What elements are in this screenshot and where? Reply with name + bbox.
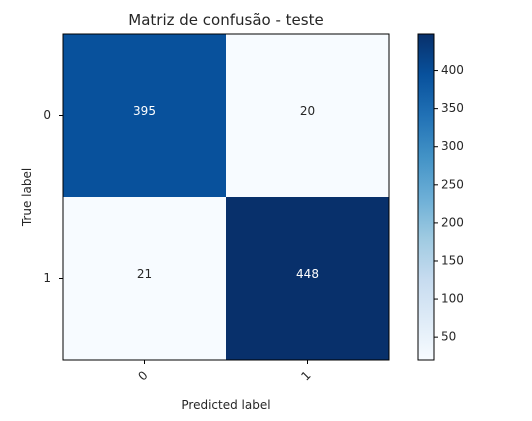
y-tick-label: 1 <box>43 271 51 285</box>
colorbar-tick-label: 300 <box>441 139 464 153</box>
colorbar-tick-label: 100 <box>441 292 464 306</box>
chart-title: Matriz de confusão - teste <box>128 11 323 29</box>
colorbar: 50 100 150 200 250 300 350 400 <box>417 33 464 361</box>
y-axis-ticks: 01 <box>43 108 63 285</box>
y-axis-label: True label <box>20 168 34 227</box>
colorbar-tick-label: 200 <box>441 215 464 229</box>
colorbar-tick-label: 350 <box>441 101 464 115</box>
heatmap-cell <box>63 34 226 197</box>
heatmap-cell <box>226 34 389 197</box>
x-axis-label: Predicted label <box>181 398 270 412</box>
colorbar-tick-label: 250 <box>441 177 464 191</box>
colorbar-frame <box>417 33 435 361</box>
colorbar-gradient <box>418 34 434 360</box>
cell-value-label: 395 <box>133 104 156 118</box>
cell-value-label: 448 <box>296 267 319 281</box>
cell-value-label: 20 <box>300 104 315 118</box>
colorbar-ticks: 50 100 150 200 250 300 350 400 <box>434 63 464 344</box>
heatmap-cells: 395 20 21 448 <box>63 34 389 360</box>
heatmap-cell <box>63 197 226 360</box>
heatmap-cell <box>226 197 389 360</box>
x-tick-label: 0 <box>135 368 150 383</box>
y-tick-label: 0 <box>43 108 51 122</box>
cell-value-label: 21 <box>137 267 152 281</box>
colorbar-tick-label: 50 <box>441 330 456 344</box>
colorbar-tick-label: 150 <box>441 253 464 267</box>
colorbar-tick-label: 400 <box>441 63 464 77</box>
plot-frame <box>62 33 390 361</box>
x-tick-label: 1 <box>298 368 313 383</box>
